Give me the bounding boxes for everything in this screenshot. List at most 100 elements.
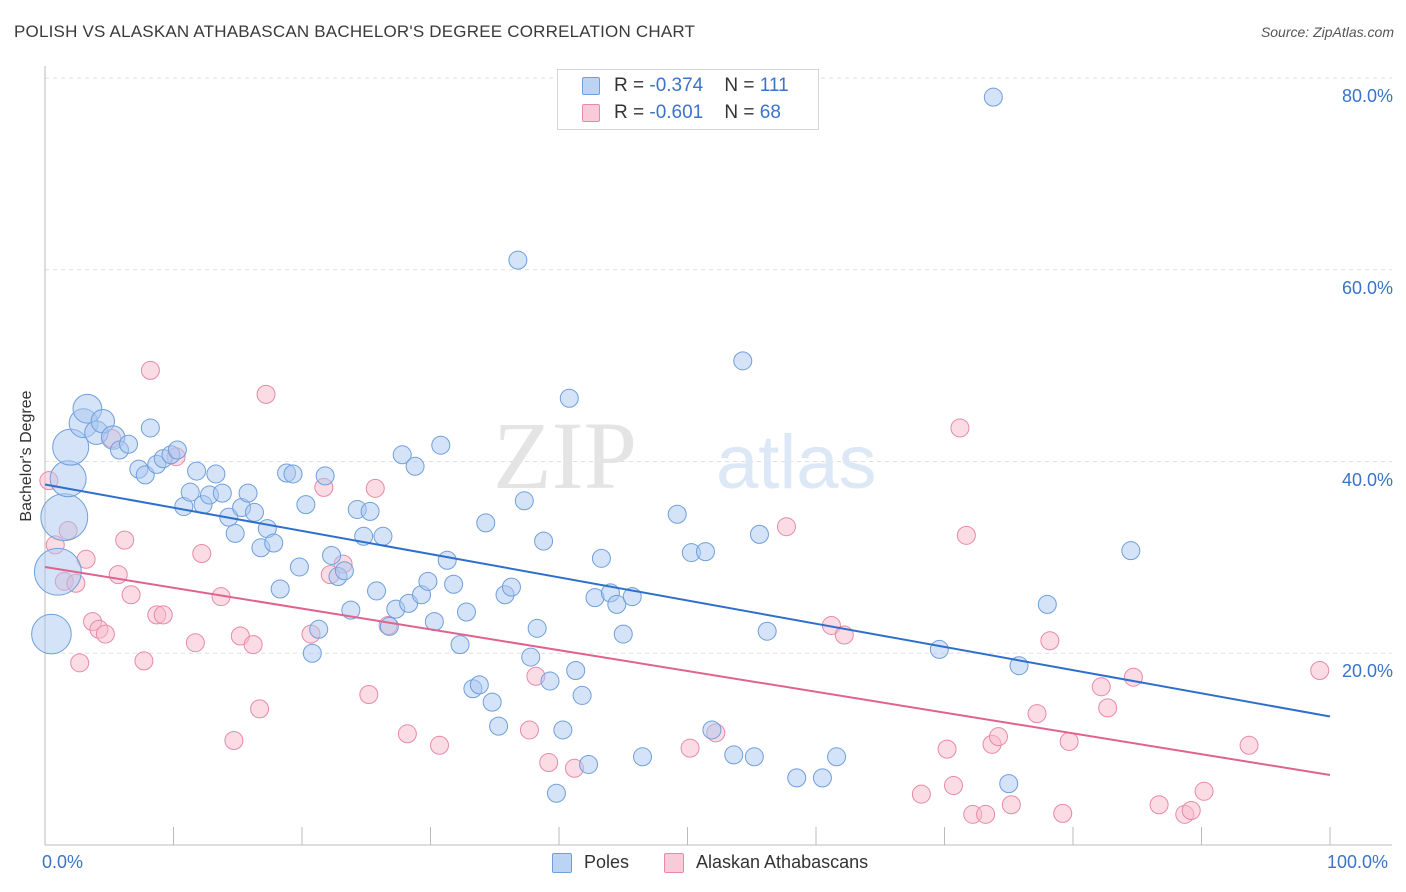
poles-points (31, 87, 1141, 803)
alaskan-point (1098, 698, 1118, 718)
poles-point (405, 456, 425, 476)
poles-point (591, 548, 611, 568)
alaskan-point (121, 585, 141, 605)
poles-point (1121, 541, 1141, 561)
poles-point (757, 621, 777, 641)
alaskan-point (988, 727, 1008, 747)
poles-point (206, 464, 226, 484)
poles-point (392, 445, 412, 465)
alaskan-point (950, 418, 970, 438)
poles-point (244, 502, 264, 522)
alaskan-point (1239, 735, 1259, 755)
watermark: atlas (716, 420, 877, 505)
alaskan-point (1027, 704, 1047, 724)
y-tick-label: 40.0% (1341, 469, 1393, 490)
poles-point (31, 613, 72, 655)
poles-point (238, 483, 258, 503)
x-tick-label-min: 0.0% (42, 852, 84, 872)
grid-lines (45, 77, 1392, 654)
alaskan-point (365, 478, 385, 498)
poles-point (607, 594, 627, 614)
poles-point (315, 466, 335, 486)
series-legend: Poles Alaskan Athabascans (0, 852, 1406, 878)
poles-point (501, 577, 521, 597)
alaskan-points (39, 360, 1330, 824)
alaskan-point (1123, 667, 1143, 687)
poles-point (302, 643, 322, 663)
alaskan-point (115, 530, 135, 550)
poles-point (119, 434, 139, 454)
poles-point (264, 533, 284, 553)
poles-point (33, 547, 82, 596)
poles-point (553, 720, 573, 740)
poles-point (476, 513, 496, 533)
alaskan-point (243, 635, 263, 655)
alaskan-point (140, 360, 160, 380)
poles-point (744, 747, 764, 767)
alaskan-point (680, 738, 700, 758)
poles-point (450, 635, 470, 655)
alaskan-point (519, 720, 539, 740)
poles-point (787, 768, 807, 788)
poles-point (929, 639, 949, 659)
poles-point (633, 747, 653, 767)
poles-point (579, 754, 599, 774)
poles-point (456, 602, 476, 622)
poles-point (212, 483, 232, 503)
poles-point (140, 418, 160, 438)
poles-point (749, 524, 769, 544)
poles-point (469, 675, 489, 695)
poles-point (724, 745, 744, 765)
poles-point (999, 774, 1019, 794)
alaskan-point (224, 730, 244, 750)
source-credit: Source: ZipAtlas.com (1260, 24, 1394, 40)
alaskan-point (1059, 731, 1079, 751)
legend-label-alaskan: Alaskan Athabascans (696, 852, 869, 872)
poles-point (514, 491, 534, 511)
poles-trend-line (44, 483, 1331, 718)
legend-text-poles: R = -0.374 N = 111 (614, 75, 789, 96)
alaskan-point (1053, 803, 1073, 823)
poles-point (309, 619, 329, 639)
poles-point (508, 250, 528, 270)
poles-point (283, 464, 303, 484)
poles-point (180, 482, 200, 502)
poles-point (482, 692, 502, 712)
poles-point (540, 671, 560, 691)
poles-point (444, 574, 464, 594)
alaskan-point (359, 684, 379, 704)
poles-point (187, 461, 207, 481)
poles-point (431, 435, 451, 455)
poles-point (289, 557, 309, 577)
poles-point (341, 600, 361, 620)
alaskan-swatch (664, 853, 684, 873)
alaskan-point (1149, 795, 1169, 815)
poles-point (322, 545, 342, 565)
alaskan-point (539, 753, 559, 773)
poles-point (373, 526, 393, 546)
alaskan-point (192, 544, 212, 564)
alaskan-point (1040, 631, 1060, 651)
alaskan-point (911, 784, 931, 804)
alaskan-point (937, 739, 957, 759)
legend-label-poles: Poles (584, 852, 630, 872)
poles-point (733, 351, 753, 371)
alaskan-point (1001, 795, 1021, 815)
poles-point (360, 501, 380, 521)
poles-point (534, 531, 554, 551)
poles-swatch (552, 853, 572, 873)
alaskan-point (153, 605, 173, 625)
poles-point (527, 618, 547, 638)
poles-swatch (582, 77, 600, 95)
poles-point (812, 768, 832, 788)
alaskan-point (256, 384, 276, 404)
alaskan-point (976, 804, 996, 824)
poles-point (225, 523, 245, 543)
poles-point (983, 87, 1003, 107)
poles-point (1037, 594, 1057, 614)
alaskan-point (429, 735, 449, 755)
poles-point (489, 716, 509, 736)
poles-point (424, 612, 444, 632)
alaskan-point (1194, 781, 1214, 801)
